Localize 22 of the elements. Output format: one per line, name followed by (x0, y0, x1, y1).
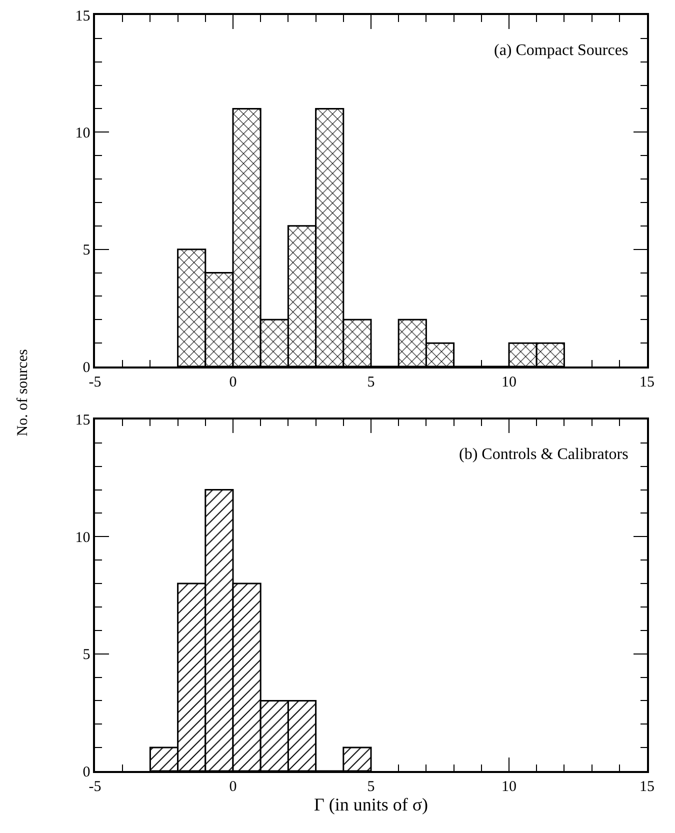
x-tick-label: 0 (229, 778, 237, 795)
x-tick-label: -5 (88, 778, 102, 795)
y-tick-label: 15 (75, 412, 90, 429)
x-tick-label: 15 (640, 374, 654, 390)
y-tick-label: 15 (75, 8, 90, 24)
y-tick-label: 0 (82, 764, 90, 780)
x-tick-label: 15 (640, 778, 654, 795)
x-tick-label: 5 (367, 374, 375, 390)
annotation: (b) Controls & Calibrators (459, 446, 628, 463)
y-tick-label: 10 (75, 125, 90, 142)
annotation: (a) Compact Sources (494, 42, 628, 59)
y-tick-label: 5 (82, 242, 90, 259)
y-tick-label: 0 (82, 360, 90, 376)
x-tick-label: 10 (502, 778, 516, 795)
x-tick-label: -5 (88, 374, 102, 390)
y-tick-label: 10 (75, 530, 90, 546)
x-axis-title: Γ (in units of σ) (314, 794, 428, 815)
x-tick-label: 5 (367, 778, 375, 795)
y-tick-label: 5 (82, 647, 90, 664)
x-tick-label: 0 (229, 374, 237, 390)
y-axis-title: No. of sources (15, 349, 32, 436)
x-tick-label: 10 (502, 374, 516, 390)
